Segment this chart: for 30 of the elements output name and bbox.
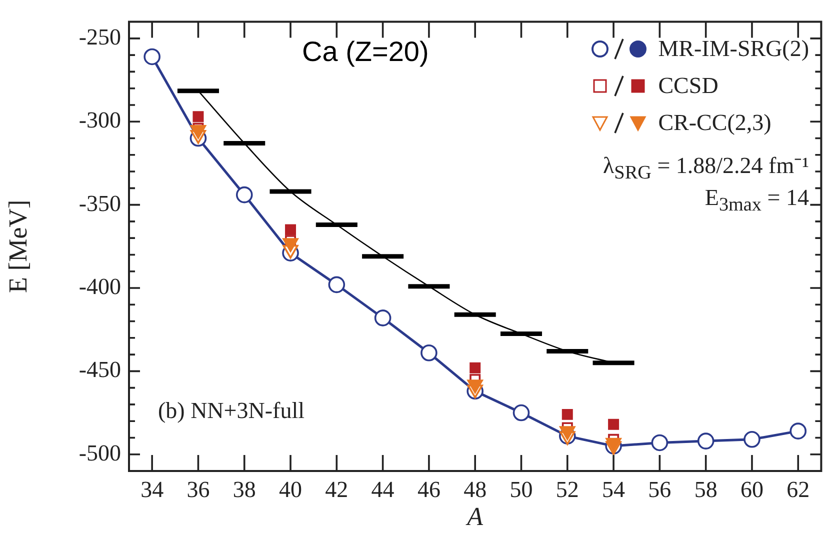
x-tick-label: 56	[648, 476, 672, 502]
x-tick-label: 40	[279, 476, 302, 502]
y-tick-label: -250	[78, 24, 121, 50]
x-tick-label: 44	[371, 476, 395, 502]
x-tick-label: 38	[232, 476, 256, 502]
x-tick-label: 60	[740, 476, 764, 502]
y-tick-label: -400	[78, 274, 121, 300]
y-axis-title: E [MeV]	[3, 200, 32, 293]
y-tick-label: -350	[78, 190, 121, 216]
x-tick-label: 34	[140, 476, 164, 502]
x-tick-label: 48	[464, 476, 487, 502]
x-tick-label: 42	[325, 476, 348, 502]
y-tick-label: -500	[78, 440, 121, 466]
x-tick-label: 58	[694, 476, 718, 502]
legend-label: CR-CC(2,3)	[658, 110, 772, 136]
annotation: E$_{3max}$ = 14	[704, 185, 809, 217]
x-axis-title: A	[465, 502, 484, 532]
annotation: λ$_{SRG}$ = 1.88/2.24 fm⁻¹	[603, 152, 809, 185]
legend-label: MR-IM-SRG(2)	[658, 36, 809, 62]
x-tick-label: 54	[602, 476, 626, 502]
annotation: (b) NN+3N-full	[158, 398, 304, 424]
x-tick-label: 62	[786, 476, 810, 502]
x-tick-label: 52	[556, 476, 579, 502]
y-tick-label: -300	[78, 108, 121, 133]
x-tick-label: 46	[417, 476, 440, 502]
x-tick-label: 50	[510, 476, 533, 502]
y-tick-label: -450	[78, 357, 121, 382]
legend-label: CCSD	[658, 72, 718, 98]
x-tick-label: 36	[186, 476, 210, 502]
annotation: Ca (Z=20)	[302, 36, 429, 68]
